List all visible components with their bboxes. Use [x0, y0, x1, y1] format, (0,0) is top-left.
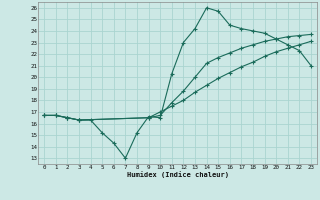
- X-axis label: Humidex (Indice chaleur): Humidex (Indice chaleur): [127, 171, 228, 178]
